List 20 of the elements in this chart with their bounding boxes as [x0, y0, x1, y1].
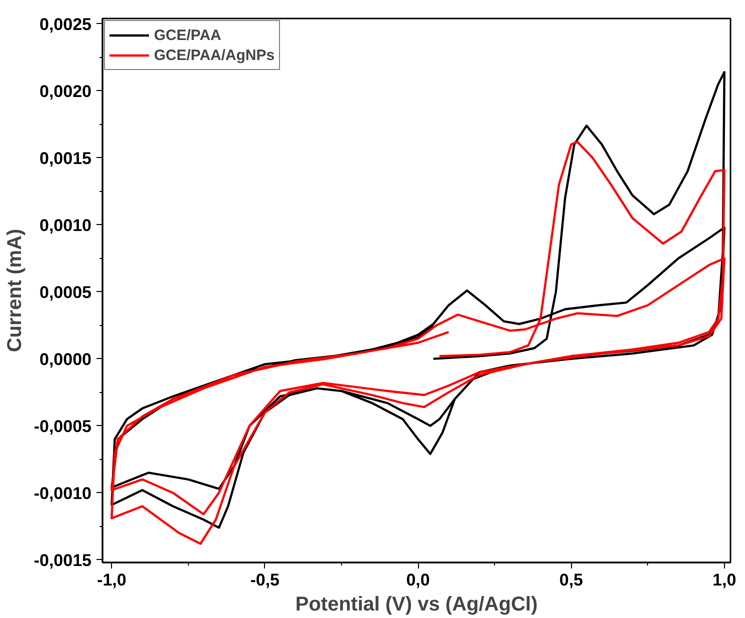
x-tick-label: 0,0	[406, 570, 430, 590]
y-tick-label: 0,0015	[40, 148, 92, 168]
x-axis-title: Potential (V) vs (Ag/AgCl)	[295, 594, 538, 616]
x-tick-label: -0,5	[250, 570, 280, 590]
y-tick-label: -0,0015	[34, 550, 92, 570]
y-tick-label: -0,0010	[34, 484, 92, 503]
x-tick-label: 0,5	[559, 570, 584, 590]
legend-label: GCE/PAA/AgNPs	[154, 46, 275, 64]
y-tick-label: -0,0005	[34, 416, 92, 436]
x-tick-label: -1,0	[97, 570, 126, 590]
line-series	[110, 70, 726, 529]
y-tick-label: 0,0000	[40, 350, 92, 369]
y-axis-title: Current (mA)	[4, 228, 26, 352]
line-series	[110, 140, 726, 545]
y-tick-label: 0,0005	[40, 282, 92, 302]
legend-label: GCE/PAA	[154, 26, 222, 44]
x-tick-label: 1,0	[712, 570, 736, 590]
y-tick-label: 0,0020	[40, 82, 92, 101]
y-tick-label: 0,0010	[40, 216, 92, 235]
y-tick-label: 0,0025	[40, 14, 92, 34]
